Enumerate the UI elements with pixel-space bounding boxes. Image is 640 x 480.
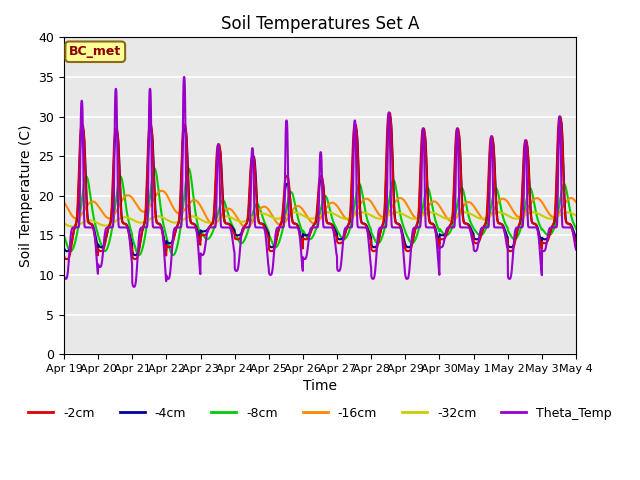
Legend: -2cm, -4cm, -8cm, -16cm, -32cm, Theta_Temp: -2cm, -4cm, -8cm, -16cm, -32cm, Theta_Te… bbox=[23, 402, 617, 424]
Y-axis label: Soil Temperature (C): Soil Temperature (C) bbox=[19, 124, 33, 267]
Text: BC_met: BC_met bbox=[69, 45, 122, 58]
X-axis label: Time: Time bbox=[303, 379, 337, 394]
Title: Soil Temperatures Set A: Soil Temperatures Set A bbox=[221, 15, 419, 33]
